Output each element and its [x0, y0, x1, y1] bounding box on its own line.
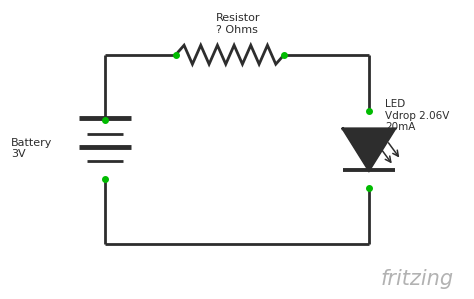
Text: Battery
3V: Battery 3V — [11, 138, 52, 159]
Text: LED
Vdrop 2.06V
20mA: LED Vdrop 2.06V 20mA — [385, 99, 450, 132]
Text: Resistor
? Ohms: Resistor ? Ohms — [216, 13, 260, 35]
Polygon shape — [343, 129, 395, 170]
Text: fritzing: fritzing — [381, 269, 454, 289]
